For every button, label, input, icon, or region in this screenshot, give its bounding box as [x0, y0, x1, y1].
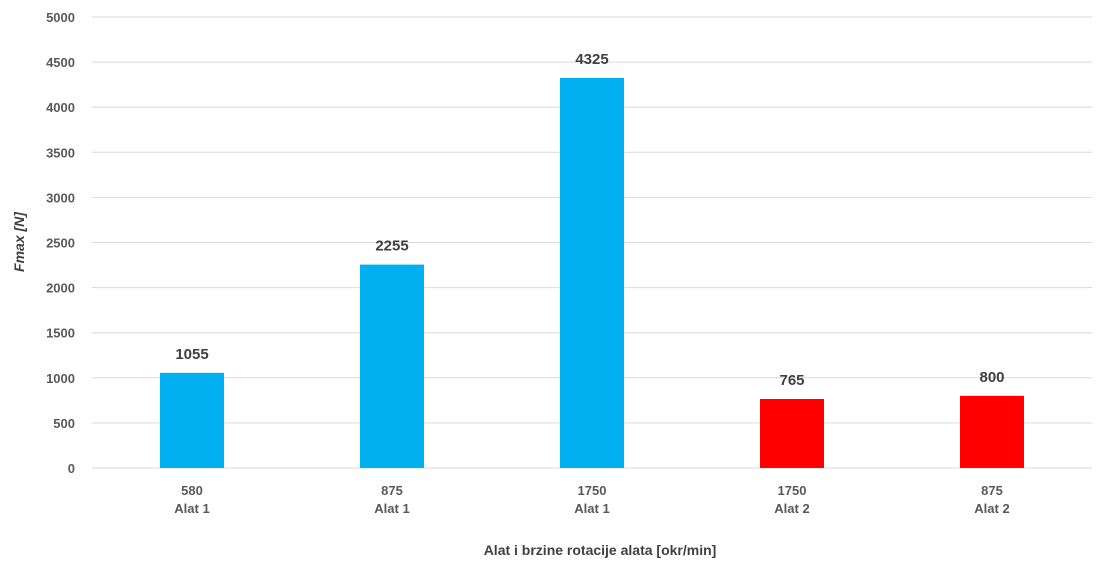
y-tick-label: 3000 [46, 190, 75, 205]
y-tick-label: 1500 [46, 326, 75, 341]
x-tick-label-speed: 875 [981, 483, 1003, 498]
data-label: 1055 [175, 346, 208, 363]
x-tick-label-speed: 1750 [778, 483, 807, 498]
x-tick-label-tool: Alat 1 [174, 501, 209, 516]
y-tick-label: 1000 [46, 371, 75, 386]
y-axis-title: Fmax [N] [11, 211, 27, 272]
bar [760, 398, 824, 468]
y-tick-label: 5000 [46, 10, 75, 25]
y-tick-label: 0 [68, 461, 75, 476]
y-tick-label: 2000 [46, 281, 75, 296]
x-tick-label-tool: Alat 1 [374, 501, 409, 516]
x-tick-label-tool: Alat 1 [574, 501, 609, 516]
bar [160, 372, 224, 468]
y-tick-label: 4500 [46, 55, 75, 70]
y-tick-label: 3500 [46, 145, 75, 160]
x-tick-label-tool: Alat 2 [774, 501, 809, 516]
data-labels: 1055 2255 4325 765 800 [175, 51, 1004, 389]
x-tick-label-speed: 875 [381, 483, 403, 498]
data-label: 765 [779, 372, 804, 389]
y-tick-label: 2500 [46, 236, 75, 251]
bars [160, 77, 1024, 468]
x-tick-label-speed: 580 [181, 483, 203, 498]
y-tick-label: 4000 [46, 100, 75, 115]
x-axis-title: Alat i brzine rotacije alata [okr/min] [484, 542, 717, 558]
x-axis-ticks: 580 Alat 1 875 Alat 1 1750 Alat 1 1750 Alat 2 87… [174, 483, 1009, 516]
bar [360, 264, 424, 468]
x-tick-label-tool: Alat 2 [974, 501, 1009, 516]
data-label: 800 [979, 369, 1004, 386]
data-label: 4325 [575, 51, 608, 68]
bar [960, 395, 1024, 468]
x-tick-label-speed: 1750 [578, 483, 607, 498]
data-label: 2255 [375, 238, 408, 255]
bar [560, 77, 624, 468]
y-tick-label: 500 [53, 416, 75, 431]
y-axis-ticks: 0 500 1000 1500 2000 2500 3000 3500 4000 4500 5000 [46, 10, 75, 476]
